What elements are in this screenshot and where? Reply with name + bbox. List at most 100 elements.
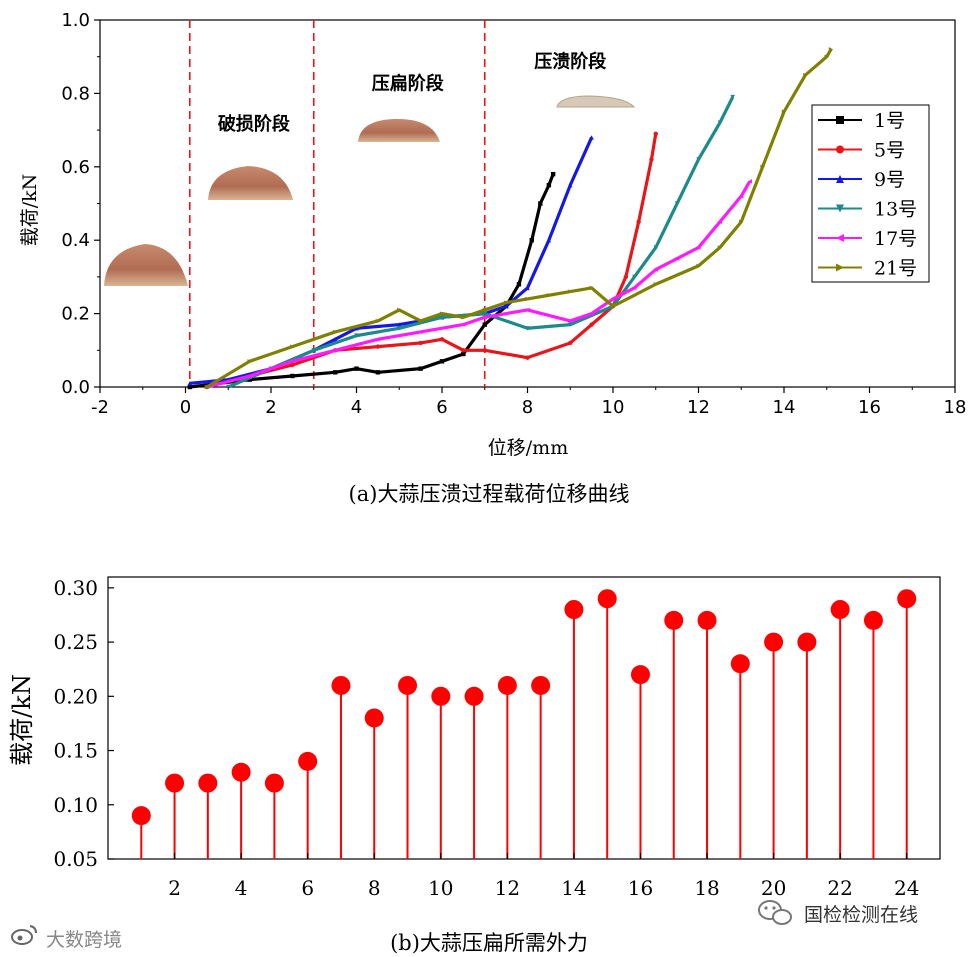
data-point xyxy=(204,384,210,390)
data-point xyxy=(418,340,423,346)
data-point xyxy=(538,201,543,206)
x-tick-label-a: 6 xyxy=(436,397,447,418)
wechat-icon xyxy=(758,900,792,925)
plot-area-b xyxy=(107,576,941,860)
y-tick-label-b: 0.15 xyxy=(53,739,98,763)
legend-marker xyxy=(836,175,844,183)
x-tick-label-b: 8 xyxy=(368,876,381,900)
y-tick-label-a: 0.4 xyxy=(61,230,90,251)
data-point xyxy=(375,370,381,375)
stem-point xyxy=(531,675,551,695)
data-point xyxy=(568,182,573,188)
stem-point xyxy=(464,686,484,706)
caption-a: (a)大蒜压溃过程载荷位移曲线 xyxy=(348,482,630,506)
data-point xyxy=(610,296,616,302)
stage-label: 破损阶段 xyxy=(218,113,291,135)
y-tick-label-a: 0.8 xyxy=(61,83,90,104)
legend-label: 17号 xyxy=(874,228,917,250)
data-point xyxy=(290,362,295,368)
data-point xyxy=(568,318,573,324)
data-point xyxy=(781,109,787,114)
y-tick-label-b: 0.25 xyxy=(53,630,98,654)
data-point xyxy=(546,293,552,298)
stem-point xyxy=(264,773,284,793)
series-line xyxy=(189,173,555,389)
data-point xyxy=(461,322,466,327)
x-tick-label-a: 16 xyxy=(858,397,881,418)
data-point xyxy=(525,355,530,360)
x-tick-label-b: 14 xyxy=(561,876,586,900)
data-point xyxy=(247,377,252,382)
legend-marker xyxy=(836,234,844,242)
data-point xyxy=(653,131,658,136)
x-tick-label-b: 24 xyxy=(894,876,919,900)
data-point xyxy=(332,337,338,342)
stem-point xyxy=(897,589,917,609)
stem-point xyxy=(298,751,318,771)
y-tick-label-a: 0.2 xyxy=(61,304,90,325)
watermark-right: 国检检测在线 xyxy=(804,904,919,926)
data-point xyxy=(730,94,735,100)
data-point xyxy=(636,219,641,225)
data-point xyxy=(803,72,808,78)
data-point xyxy=(717,219,723,225)
x-tick-label-a: 18 xyxy=(944,397,967,418)
legend-label: 9号 xyxy=(874,169,905,191)
data-point xyxy=(482,307,487,313)
data-point xyxy=(332,370,338,375)
data-point xyxy=(461,315,466,320)
data-point xyxy=(439,337,445,342)
data-point xyxy=(568,322,573,327)
data-point xyxy=(418,318,423,324)
data-point xyxy=(828,47,834,52)
legend-label: 21号 xyxy=(874,258,917,280)
stem-point xyxy=(764,632,784,652)
data-point xyxy=(354,366,359,371)
data-point xyxy=(589,322,594,327)
y-tick-label-b: 0.05 xyxy=(53,847,98,871)
garlic-photo-flattened xyxy=(358,118,440,142)
data-point xyxy=(482,315,487,320)
stem-point xyxy=(863,610,883,630)
stem-point xyxy=(664,610,684,630)
y-axis-label-a: 载荷/kN xyxy=(19,174,41,247)
data-point xyxy=(247,359,252,364)
data-point xyxy=(503,300,509,305)
data-point xyxy=(439,311,445,316)
data-point xyxy=(589,285,594,291)
data-point xyxy=(653,245,658,250)
data-point xyxy=(739,193,744,199)
data-point xyxy=(610,304,616,309)
data-point xyxy=(525,326,530,331)
data-point xyxy=(653,282,658,287)
data-point xyxy=(550,171,556,177)
legend-a: 1号 5号 9号 13号 17号 21号 xyxy=(811,104,930,283)
data-point xyxy=(546,182,552,188)
x-tick-label-b: 22 xyxy=(827,876,852,900)
data-point xyxy=(739,219,744,225)
x-tick-label-a: 10 xyxy=(602,397,625,418)
stem-point xyxy=(597,589,617,609)
stem-point xyxy=(630,665,650,685)
y-tick-label-b: 0.20 xyxy=(53,684,98,708)
data-point xyxy=(439,315,445,320)
caption-b: (b)大蒜压扁所需外力 xyxy=(390,931,588,955)
weibo-icon xyxy=(11,925,37,945)
stage-label: 压扁阶段 xyxy=(372,73,445,95)
x-tick-label-b: 16 xyxy=(628,876,653,900)
data-point xyxy=(290,344,295,349)
y-tick-label-a: 0.0 xyxy=(61,377,90,398)
data-point xyxy=(529,238,534,243)
stem-point xyxy=(231,762,251,782)
data-point xyxy=(653,267,658,272)
data-point xyxy=(623,274,629,280)
data-point xyxy=(824,54,829,59)
y-axis-label-b: 载荷/kN xyxy=(8,674,36,766)
x-tick-label-b: 20 xyxy=(761,876,786,900)
data-point xyxy=(418,366,423,371)
stem-point xyxy=(331,675,351,695)
x-tick-label-b: 2 xyxy=(168,876,181,900)
stem-point xyxy=(497,675,517,695)
data-point xyxy=(674,201,680,206)
data-point xyxy=(516,282,522,287)
